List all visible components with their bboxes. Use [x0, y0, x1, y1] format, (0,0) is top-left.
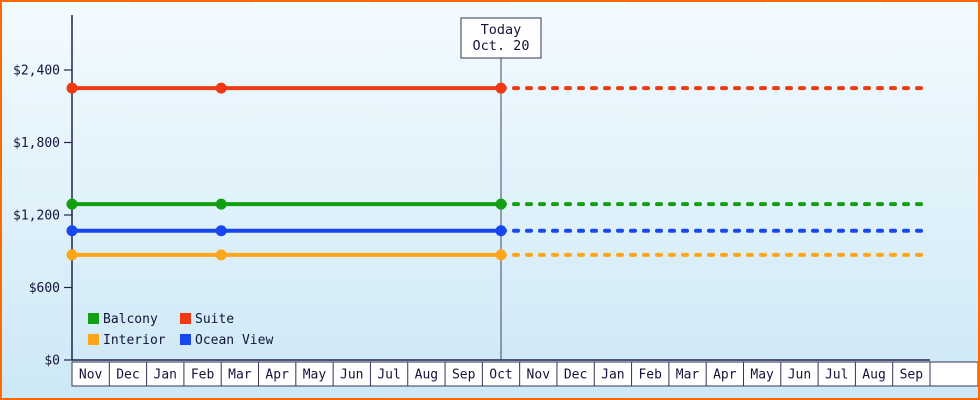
month-label: Nov [527, 368, 551, 383]
y-tick-label: $600 [29, 281, 60, 296]
month-label: Sep [452, 368, 476, 383]
series-marker-interior [215, 249, 227, 261]
month-label: Jul [377, 368, 400, 383]
month-label: Dec [564, 368, 587, 383]
month-label: Aug [415, 368, 438, 383]
series-marker-interior [66, 249, 78, 261]
legend-swatch-interior [88, 334, 99, 345]
month-label: Aug [862, 368, 885, 383]
month-label: Feb [191, 368, 215, 383]
month-label: Dec [116, 368, 139, 383]
series-marker-suite [495, 82, 507, 94]
series-marker-suite [66, 82, 78, 94]
y-tick-label: $1,800 [13, 136, 60, 151]
month-label: Jul [825, 368, 848, 383]
month-label: Jan [154, 368, 177, 383]
month-label: Mar [676, 368, 700, 383]
series-marker-interior [495, 249, 507, 261]
month-label: Nov [79, 368, 103, 383]
today-label-line2: Oct. 20 [473, 38, 530, 54]
series-marker-balcony [66, 198, 78, 210]
month-axis-band [71, 361, 931, 387]
legend-swatch-suite [180, 313, 191, 324]
month-label: Apr [713, 368, 737, 383]
legend-label-balcony: Balcony [103, 312, 158, 327]
series-marker-balcony [215, 198, 227, 210]
legend-label-ocean-view: Ocean View [195, 333, 273, 348]
month-label: Feb [638, 368, 662, 383]
y-tick-label: $1,200 [13, 209, 60, 224]
series-marker-ocean-view [66, 225, 78, 237]
series-marker-suite [215, 82, 227, 94]
today-label-box [460, 17, 542, 59]
month-band-overflow-cell [929, 361, 979, 387]
legend-swatch-ocean-view [180, 334, 191, 345]
legend-label-interior: Interior [103, 333, 166, 348]
month-label: Jun [788, 368, 811, 383]
month-label: Jun [340, 368, 363, 383]
today-label-line1: Today [481, 22, 522, 38]
month-label: May [750, 368, 774, 383]
month-label: May [303, 368, 327, 383]
month-label: Apr [265, 368, 289, 383]
series-marker-ocean-view [215, 225, 227, 237]
legend-swatch-balcony [88, 313, 99, 324]
month-label: Mar [228, 368, 252, 383]
legend-label-suite: Suite [195, 312, 234, 327]
month-label: Jan [601, 368, 624, 383]
month-label: Sep [900, 368, 924, 383]
series-marker-balcony [495, 198, 507, 210]
y-tick-label: $2,400 [13, 64, 60, 79]
series-marker-ocean-view [495, 225, 507, 237]
month-label: Oct [489, 368, 512, 383]
y-tick-label: $0 [44, 354, 60, 369]
